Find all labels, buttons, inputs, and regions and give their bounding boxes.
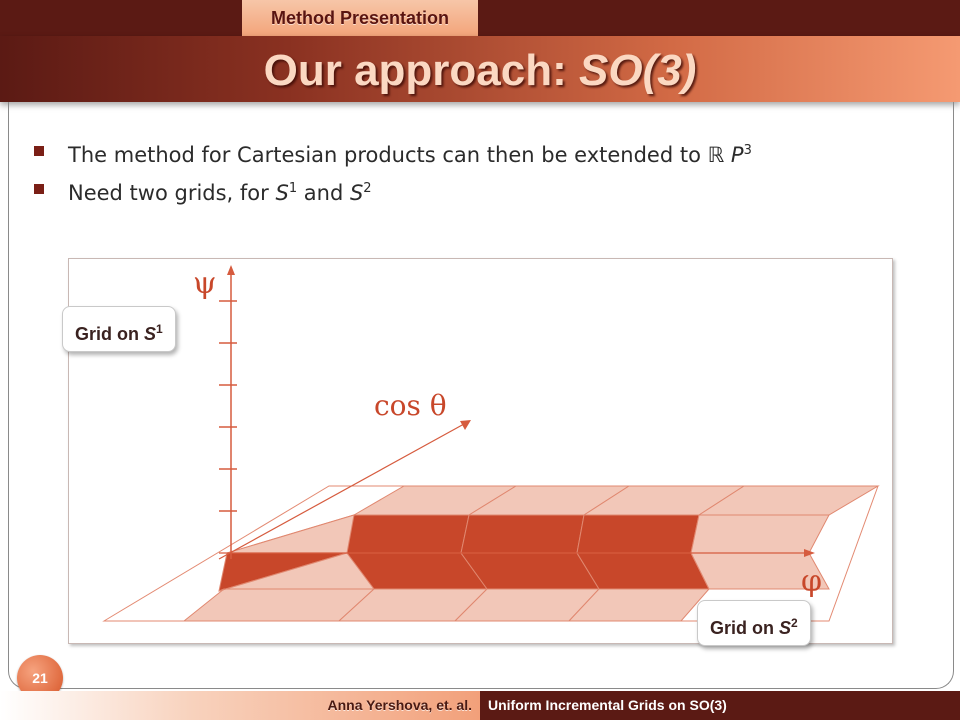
title-text: Our approach: bbox=[263, 46, 579, 95]
cos-theta-axis bbox=[218, 423, 465, 560]
bullet-item: The method for Cartesian products can th… bbox=[32, 132, 932, 170]
grid-cell-dark bbox=[576, 552, 710, 590]
bullet-item: Need two grids, for S1 and S2 bbox=[32, 170, 932, 208]
callout-grid-s2: Grid on S2 bbox=[697, 600, 811, 646]
callout-s2-base: S bbox=[779, 618, 792, 638]
phi-axis-label: φ bbox=[801, 564, 822, 599]
grid-diagram: ψ cos θ φ bbox=[102, 265, 880, 622]
grid-figure: ψ cos θ φ bbox=[68, 258, 893, 644]
math-sup: 1 bbox=[288, 181, 298, 196]
psi-axis-label: ψ bbox=[193, 266, 217, 301]
cos-theta-arrowhead bbox=[460, 420, 471, 430]
content-frame bbox=[8, 102, 954, 689]
psi-ticks bbox=[219, 300, 237, 512]
grid-cell-dark bbox=[576, 514, 700, 554]
callout-s2-label: Grid on bbox=[710, 618, 779, 638]
bullet-text: The method for Cartesian products can th… bbox=[68, 143, 708, 167]
section-tab: Method Presentation bbox=[242, 0, 478, 36]
grid-cell-light bbox=[690, 514, 830, 554]
cos-theta-axis-label: cos θ bbox=[374, 389, 447, 422]
math-s2: S bbox=[349, 181, 364, 205]
title-italic: SO(3) bbox=[579, 46, 697, 95]
callout-s2-sup: 2 bbox=[791, 616, 798, 630]
grid-cell-dark bbox=[346, 514, 470, 554]
square-bullet-icon bbox=[34, 184, 44, 194]
psi-axis-arrowhead bbox=[227, 265, 235, 275]
footer-talk-title: Uniform Incremental Grids on SO(3) bbox=[480, 691, 960, 720]
bullet-text: Need two grids, for bbox=[68, 181, 276, 205]
title-band bbox=[0, 36, 960, 102]
math-sup: 2 bbox=[363, 181, 372, 196]
callout-s1-sup: 1 bbox=[156, 322, 163, 336]
slide-title: Our approach: SO(3) bbox=[0, 36, 960, 102]
math-sup: 3 bbox=[743, 143, 752, 158]
header-bar-right bbox=[478, 0, 960, 36]
bullet-list: The method for Cartesian products can th… bbox=[32, 132, 932, 208]
phi-axis-arrowhead bbox=[804, 549, 815, 557]
callout-s1-label: Grid on bbox=[75, 324, 144, 344]
square-bullet-icon bbox=[34, 146, 44, 156]
math-s1: S bbox=[275, 181, 289, 205]
grid-cell-dark bbox=[460, 514, 585, 554]
bullet-and: and bbox=[297, 181, 350, 205]
footer-author: Anna Yershova, et. al. bbox=[0, 691, 480, 720]
callout-grid-s1: Grid on S1 bbox=[62, 306, 176, 352]
header-bar-left bbox=[0, 0, 242, 36]
callout-s1-base: S bbox=[144, 324, 157, 344]
math-rp: ℝ P bbox=[707, 143, 744, 167]
